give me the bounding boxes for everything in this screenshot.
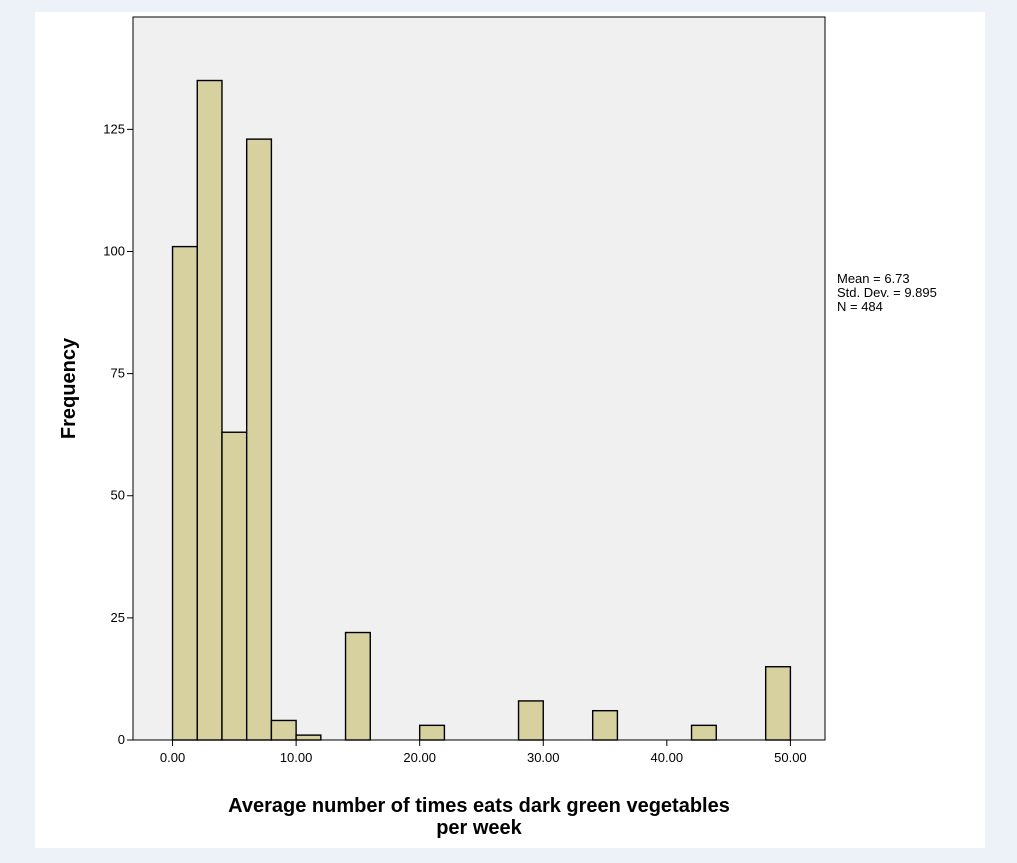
histogram-chart: 0.00 10.00 20.00 30.00 40.00 50.00 0 25 50 75 100… xyxy=(58,16,937,839)
stat-mean: Mean = 6.73 xyxy=(837,271,910,286)
stats-box: Mean = 6.73 Std. Dev. = 9.895 N = 484 xyxy=(837,271,937,314)
stat-std-dev: Std. Dev. = 9.895 xyxy=(837,285,937,300)
y-tick-label-0: 0 xyxy=(118,732,125,747)
histogram-bar-2 xyxy=(221,431,248,741)
x-tick-label-3: 30.00 xyxy=(527,750,560,765)
y-tick-label-1: 25 xyxy=(111,610,125,625)
histogram-bar-4 xyxy=(270,719,297,741)
stat-n: N = 484 xyxy=(837,299,883,314)
y-tick-label-5: 125 xyxy=(103,121,125,136)
histogram-bars xyxy=(171,79,792,741)
chart-panel: 0.00 10.00 20.00 30.00 40.00 50.00 0 25 50 75 100… xyxy=(35,12,985,848)
y-tick-label-4: 100 xyxy=(103,243,125,258)
histogram-bar-7 xyxy=(418,724,446,741)
y-axis: 0 25 50 75 100 125 xyxy=(103,121,133,747)
y-tick-label-3: 75 xyxy=(111,366,125,381)
y-tick-label-2: 50 xyxy=(111,488,125,503)
x-tick-label-2: 20.00 xyxy=(403,750,436,765)
x-tick-label-4: 40.00 xyxy=(651,750,684,765)
histogram-bar-1 xyxy=(196,79,223,741)
x-axis-title-line-2: per week xyxy=(436,817,522,839)
x-tick-label-0: 0.00 xyxy=(160,750,185,765)
histogram-bar-5 xyxy=(295,734,322,741)
histogram-bar-9 xyxy=(591,709,619,741)
x-axis-title-line-1: Average number of times eats dark green … xyxy=(228,795,730,817)
histogram-bar-11 xyxy=(764,666,792,741)
histogram-bar-0 xyxy=(171,245,198,741)
histogram-bar-10 xyxy=(690,724,717,741)
y-axis-title: Frequency xyxy=(58,337,80,439)
histogram-bar-3 xyxy=(245,138,273,741)
histogram-bar-6 xyxy=(344,631,371,741)
histogram-bar-8 xyxy=(517,700,544,741)
x-axis: 0.00 10.00 20.00 30.00 40.00 50.00 xyxy=(160,740,807,765)
x-tick-label-5: 50.00 xyxy=(774,750,807,765)
x-tick-label-1: 10.00 xyxy=(280,750,313,765)
